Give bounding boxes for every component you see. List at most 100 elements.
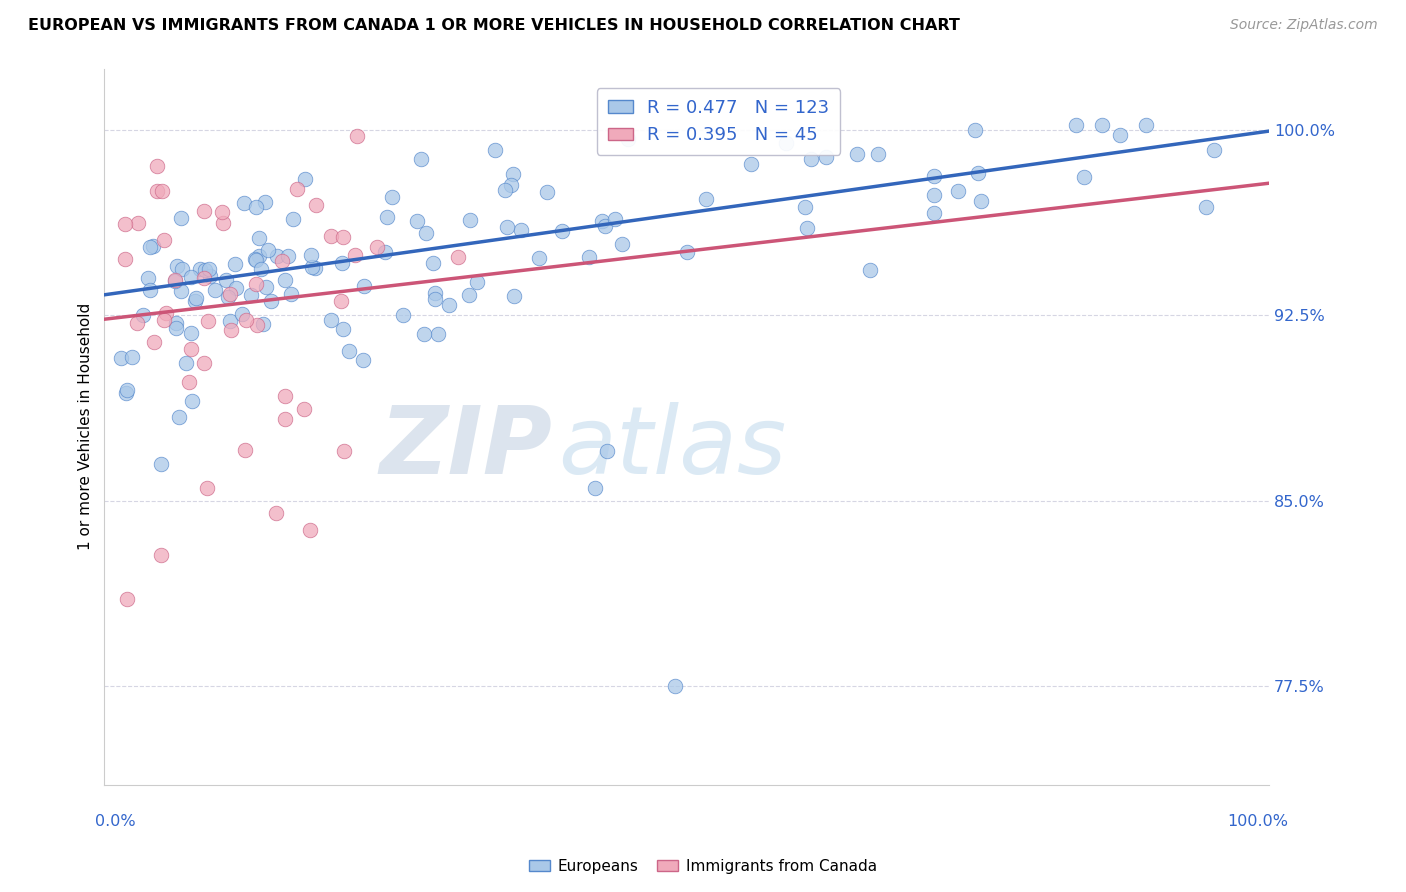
Point bbox=[467, 275, 489, 289]
Point bbox=[304, 261, 326, 276]
Point bbox=[664, 679, 686, 693]
Point bbox=[374, 244, 396, 259]
Point bbox=[152, 313, 174, 327]
Point bbox=[1194, 200, 1216, 214]
Point bbox=[411, 153, 433, 167]
Text: Source: ZipAtlas.com: Source: ZipAtlas.com bbox=[1230, 18, 1378, 32]
Point bbox=[264, 506, 287, 520]
Point bbox=[381, 189, 404, 203]
Point bbox=[610, 236, 633, 251]
Point bbox=[249, 249, 271, 263]
Point bbox=[392, 308, 415, 322]
Point bbox=[231, 307, 253, 321]
Point bbox=[447, 250, 470, 264]
Point bbox=[180, 326, 202, 341]
Point bbox=[422, 256, 444, 270]
Point bbox=[166, 259, 188, 273]
Point bbox=[247, 231, 270, 245]
Point bbox=[339, 343, 361, 358]
Point bbox=[200, 268, 222, 283]
Point bbox=[353, 279, 375, 293]
Point bbox=[967, 166, 990, 180]
Point bbox=[165, 316, 187, 330]
Point bbox=[245, 277, 267, 291]
Point bbox=[294, 402, 316, 417]
Point bbox=[922, 169, 945, 184]
Point bbox=[815, 150, 838, 164]
Point bbox=[460, 213, 482, 227]
Point bbox=[301, 260, 323, 274]
Point bbox=[366, 240, 388, 254]
Point bbox=[1135, 118, 1157, 132]
Point bbox=[193, 271, 215, 285]
Point bbox=[332, 229, 354, 244]
Point bbox=[305, 198, 328, 212]
Point bbox=[1204, 143, 1226, 157]
Point bbox=[240, 288, 263, 302]
Text: 100.0%: 100.0% bbox=[1227, 814, 1288, 830]
Point bbox=[197, 314, 219, 328]
Legend: R = 0.477   N = 123, R = 0.395   N = 45: R = 0.477 N = 123, R = 0.395 N = 45 bbox=[596, 88, 841, 155]
Point bbox=[132, 308, 155, 322]
Point bbox=[1066, 118, 1088, 132]
Point bbox=[868, 146, 890, 161]
Point bbox=[150, 184, 173, 198]
Text: EUROPEAN VS IMMIGRANTS FROM CANADA 1 OR MORE VEHICLES IN HOUSEHOLD CORRELATION C: EUROPEAN VS IMMIGRANTS FROM CANADA 1 OR … bbox=[28, 18, 960, 33]
Point bbox=[115, 385, 138, 400]
Point bbox=[484, 143, 506, 157]
Point bbox=[188, 261, 211, 276]
Point bbox=[257, 243, 280, 257]
Point bbox=[695, 192, 717, 206]
Point bbox=[343, 248, 366, 262]
Point bbox=[254, 279, 277, 293]
Point bbox=[142, 239, 165, 253]
Point bbox=[458, 288, 481, 302]
Point bbox=[243, 252, 266, 267]
Point bbox=[146, 159, 169, 173]
Point bbox=[165, 320, 187, 334]
Point bbox=[114, 252, 136, 266]
Point bbox=[174, 356, 197, 370]
Point bbox=[245, 200, 267, 214]
Point bbox=[235, 442, 257, 457]
Point bbox=[298, 523, 321, 537]
Point bbox=[502, 289, 524, 303]
Point bbox=[676, 245, 699, 260]
Point bbox=[591, 213, 613, 227]
Point bbox=[150, 548, 173, 562]
Point bbox=[332, 321, 354, 335]
Point bbox=[177, 375, 200, 389]
Point bbox=[294, 172, 316, 186]
Point bbox=[605, 212, 627, 227]
Point bbox=[180, 394, 202, 409]
Point bbox=[250, 262, 273, 277]
Point bbox=[965, 122, 987, 136]
Point bbox=[740, 157, 762, 171]
Point bbox=[110, 351, 132, 365]
Point bbox=[319, 228, 342, 243]
Point bbox=[212, 216, 235, 230]
Point bbox=[204, 283, 226, 297]
Point bbox=[142, 335, 165, 350]
Text: atlas: atlas bbox=[558, 402, 787, 493]
Point bbox=[170, 211, 193, 225]
Point bbox=[617, 131, 640, 145]
Point bbox=[252, 317, 274, 331]
Point bbox=[115, 383, 138, 397]
Point bbox=[277, 249, 299, 263]
Point bbox=[794, 200, 817, 214]
Point bbox=[217, 289, 239, 303]
Point bbox=[1091, 118, 1114, 132]
Point bbox=[271, 254, 294, 268]
Point bbox=[330, 293, 353, 308]
Point bbox=[195, 481, 218, 495]
Point bbox=[413, 326, 436, 341]
Point bbox=[285, 182, 308, 196]
Point bbox=[215, 273, 238, 287]
Point bbox=[859, 263, 882, 277]
Point bbox=[536, 185, 558, 199]
Point bbox=[1108, 128, 1130, 143]
Point bbox=[330, 255, 353, 269]
Point bbox=[280, 286, 302, 301]
Point bbox=[172, 261, 194, 276]
